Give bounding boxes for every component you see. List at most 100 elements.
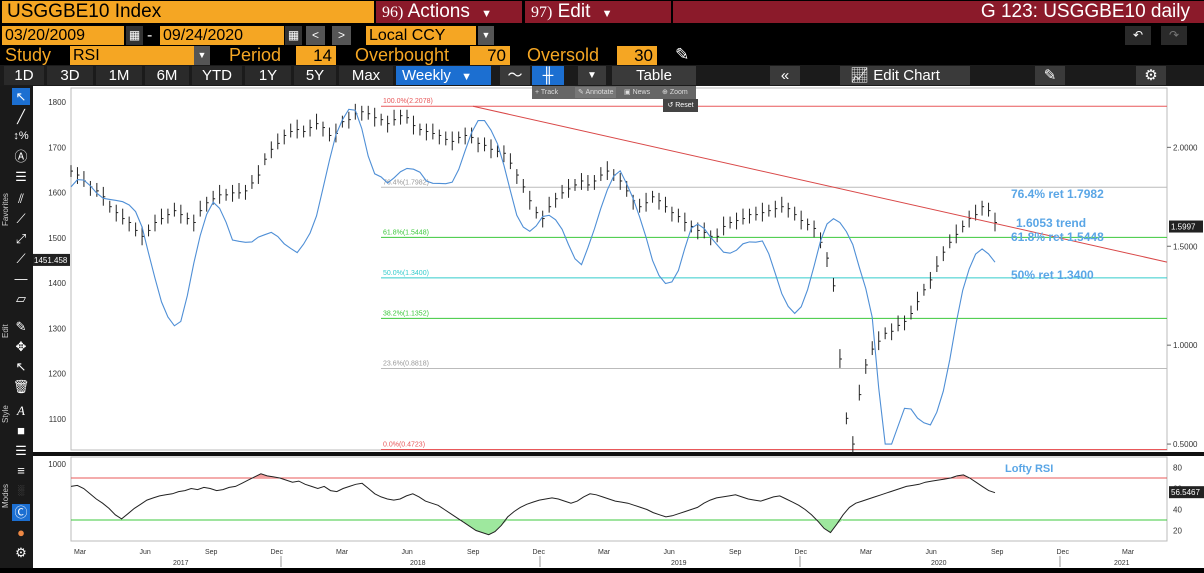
pencil-icon[interactable]: ✎ (675, 45, 690, 64)
end-date-field[interactable]: 09/24/2020 (160, 26, 284, 45)
oversold-field[interactable]: 30 (617, 46, 657, 65)
cursor-icon[interactable]: ↖ (12, 88, 30, 105)
trendline-icon[interactable]: ⟋ (16, 211, 26, 226)
overbought-field[interactable]: 70 (470, 46, 510, 65)
edit-chart-label: Edit Chart (873, 67, 940, 84)
mode-c-icon[interactable]: Ⓒ (12, 504, 30, 521)
fib-level-label: 38.2%(1.1352) (383, 310, 429, 317)
edit-chart-button[interactable]: 📈︎ Edit Chart (840, 66, 970, 85)
undo-icon[interactable]: ↶ (1125, 26, 1151, 45)
price-panel-frame (70, 87, 1168, 451)
actions-label: Actions (407, 1, 470, 22)
period-button-max[interactable]: Max (339, 66, 393, 85)
time-axis-month: Mar (1122, 549, 1135, 556)
period-field[interactable]: 14 (296, 46, 336, 65)
fib-level-label: 23.6%(0.8818) (383, 361, 429, 368)
actions-menu[interactable]: 96) Actions ▼ (376, 1, 522, 23)
chevron-down-icon[interactable]: ▼ (578, 66, 606, 85)
channel-icon[interactable]: ⫽ (18, 191, 24, 206)
segment-icon[interactable]: ⟋ (16, 251, 26, 266)
rsi-axis-tick: 40 (1173, 506, 1182, 515)
chart-settings-icon[interactable]: ✎ (1035, 66, 1065, 85)
time-axis-month: Sep (729, 549, 742, 556)
gear-icon[interactable]: ⚙ (1136, 66, 1166, 85)
study-field[interactable]: RSI (70, 46, 194, 65)
annotation-news[interactable]: ▣ News (624, 89, 651, 96)
line-chart-icon[interactable]: 〜 (500, 66, 530, 85)
oversold-label: Oversold (527, 45, 600, 65)
chevron-down-icon[interactable]: ▼ (194, 46, 210, 65)
time-axis-month: Sep (991, 549, 1004, 556)
time-axis-month: Jun (140, 549, 151, 556)
last-left-tag: 1451.458 (34, 256, 68, 265)
edit-label: Edit (557, 1, 591, 22)
frequency-dropdown[interactable]: Weekly ▼ (396, 66, 491, 85)
next-arrow-icon[interactable]: > (332, 26, 351, 45)
calendar-icon[interactable]: ▦ (126, 26, 143, 45)
period-button-1d[interactable]: 1D (4, 66, 44, 85)
gear-icon[interactable]: ⚙ (15, 545, 27, 560)
select-icon[interactable]: ↖ (15, 359, 27, 374)
percent-icon[interactable]: ↕% (13, 130, 29, 142)
trendline (472, 105, 1168, 263)
period-button-ytd[interactable]: YTD (192, 66, 242, 85)
palette-icon[interactable]: ● (17, 525, 25, 540)
fill-color-icon[interactable]: ■ (17, 423, 25, 438)
left-axis-tick: 1800 (48, 98, 66, 107)
chevron-down-icon: ▼ (601, 8, 613, 20)
period-button-6m[interactable]: 6M (145, 66, 189, 85)
fib-icon[interactable]: ☰ (15, 169, 27, 184)
annotation-bar: + Track ✎ Annotate ▣ News ⊕ Zoom (532, 86, 696, 99)
annotation-trend: 1.6053 trend (1016, 216, 1086, 230)
window-title: G 123: USGGBE10 daily (673, 1, 1204, 23)
parallel-icon[interactable]: ▱ (16, 291, 26, 306)
calendar-icon[interactable]: ▦ (285, 26, 302, 45)
header-bar: USGGBE10 Index 96) Actions ▼ 97) Edit ▼ … (0, 0, 1204, 24)
period-button-3d[interactable]: 3D (47, 66, 93, 85)
annotation-track[interactable]: + Track (535, 89, 559, 96)
fib-level-label: 100.0%(2.2078) (383, 98, 433, 105)
edit-menu[interactable]: 97) Edit ▼ (525, 1, 671, 23)
rsi-last-tag: 56.5467 (1171, 488, 1200, 497)
track-label: Track (540, 89, 559, 96)
line-style-icon[interactable]: ☰ (15, 443, 27, 458)
period-button-1y[interactable]: 1Y (245, 66, 291, 85)
favorites-label: Favorites (1, 193, 10, 226)
text-height-icon[interactable]: Ⓐ (14, 149, 28, 164)
period-button-1m[interactable]: 1M (96, 66, 142, 85)
start-date-field[interactable]: 03/20/2009 (2, 26, 124, 45)
overbought-label: Overbought (355, 45, 450, 65)
pattern-icon[interactable]: ░ (17, 485, 25, 495)
period-button-5y[interactable]: 5Y (294, 66, 336, 85)
right-axis-tick: 1.5000 (1173, 242, 1198, 251)
table-button[interactable]: Table (612, 66, 696, 85)
ticker-field[interactable]: USGGBE10 Index (2, 1, 374, 23)
line-width-icon[interactable]: ≡ (17, 463, 25, 478)
chart-area[interactable]: 1800 1700 1600 1500 1400 1300 1200 1100 1000 2.00… (33, 86, 1204, 568)
annotation-zoom[interactable]: ⊕ Zoom (662, 89, 688, 96)
collapse-icon[interactable]: « (770, 66, 800, 85)
left-axis-tick: 1600 (48, 189, 66, 198)
time-axis-month: Mar (598, 549, 611, 556)
font-icon[interactable]: A (17, 403, 25, 418)
time-axis-year: 2018 (410, 560, 426, 567)
zoom-label: Zoom (669, 89, 688, 96)
annotation-annotate[interactable]: ✎ Annotate (575, 87, 617, 98)
bar-chart-icon[interactable]: ╫ (532, 66, 564, 85)
reset-button[interactable]: ↺ Reset (663, 99, 698, 112)
comparison-line (70, 108, 996, 445)
right-axis-tick: 0.5000 (1173, 440, 1198, 449)
redo-icon[interactable]: ↷ (1161, 26, 1187, 45)
chevron-down-icon[interactable]: ▼ (478, 26, 494, 45)
time-axis-month: Sep (467, 549, 480, 556)
draw-line-icon[interactable]: ╱ (17, 109, 25, 124)
prev-arrow-icon[interactable]: < (306, 26, 325, 45)
time-axis-month: Mar (336, 549, 349, 556)
hline-icon[interactable]: — (14, 271, 28, 286)
ray-icon[interactable]: ⤢ (15, 231, 27, 246)
pen-icon[interactable]: ✎ (15, 319, 27, 334)
trash-icon[interactable]: 🗑︎ (12, 379, 30, 394)
currency-field[interactable]: Local CCY (366, 26, 476, 45)
frequency-label: Weekly (402, 67, 451, 84)
move-icon[interactable]: ✥ (15, 339, 27, 354)
